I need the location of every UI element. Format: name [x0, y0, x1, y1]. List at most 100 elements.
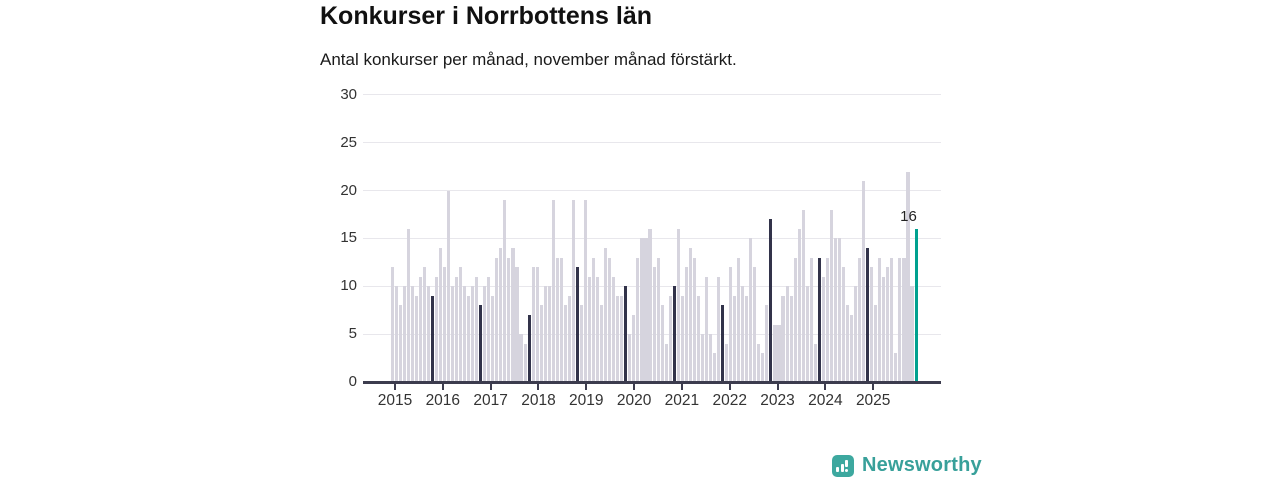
bar-2022-02: [733, 295, 737, 382]
bar-2021-02: [684, 267, 688, 382]
newsworthy-logo-icon: [832, 454, 854, 477]
bar-2017-04: [499, 248, 503, 382]
bar-2019-08: [612, 276, 616, 382]
bar-2018-01: [535, 267, 539, 382]
bar-2022-09: [761, 353, 765, 382]
bar-2016-05: [454, 276, 459, 382]
gridline: [363, 94, 941, 96]
bar-2018-06: [555, 257, 559, 382]
bar-2017-09: [519, 334, 523, 382]
x-axis-tick: [824, 384, 827, 390]
bar-2015-03: [398, 305, 402, 382]
bar-2018-02: [539, 305, 543, 382]
bar-2019-01: [583, 200, 588, 382]
bar-2020-09: [664, 343, 668, 382]
bar-2023-11: [817, 257, 821, 382]
bar-2025-09: [906, 171, 910, 382]
gridline: [363, 285, 941, 287]
bar-2018-11: [575, 267, 579, 382]
y-axis-tick-label: 5: [348, 325, 357, 343]
bar-2019-07: [608, 257, 612, 382]
bar-2017-06: [507, 257, 511, 382]
bar-2022-03: [737, 257, 741, 382]
bar-2023-09: [809, 257, 813, 382]
bar-2024-01: [825, 257, 829, 382]
bar-2023-05: [793, 257, 797, 382]
bar-2020-03: [640, 238, 644, 382]
bar-2019-04: [596, 276, 600, 382]
bar-2021-03: [688, 248, 692, 382]
bar-2016-09: [471, 286, 475, 382]
y-axis-tick-label: 10: [340, 277, 357, 295]
gridline: [363, 237, 941, 239]
bar-2025-02: [878, 257, 882, 382]
bar-2023-07: [801, 209, 805, 382]
bar-2018-09: [567, 295, 571, 382]
y-axis-tick-label: 0: [348, 373, 357, 390]
bar-2016-12: [483, 286, 487, 382]
bar-2023-12: [821, 276, 825, 382]
bar-2019-02: [588, 276, 592, 382]
bar-2017-12: [531, 267, 535, 382]
bar-2025-08: [902, 257, 906, 382]
current-value-label: 16: [900, 207, 917, 225]
x-axis-tick-label: 2024: [808, 392, 843, 409]
bar-2024-11: [866, 248, 870, 382]
bar-2019-05: [600, 305, 604, 382]
bar-2020-05: [648, 228, 652, 382]
bar-2018-04: [547, 286, 551, 382]
bar-2020-08: [660, 305, 664, 382]
bar-2024-05: [841, 267, 846, 382]
x-axis-tick-label: 2017: [473, 392, 508, 409]
x-axis-tick: [394, 384, 396, 390]
bar-2016-06: [459, 267, 463, 382]
bar-2017-07: [511, 248, 515, 382]
bar-2021-01: [680, 295, 684, 382]
x-axis-tick-label: 2019: [569, 392, 604, 409]
bar-2024-08: [854, 286, 858, 382]
bar-2016-11: [479, 305, 483, 382]
bar-2019-11: [624, 286, 628, 382]
bar-2020-06: [652, 267, 656, 382]
bar-2022-12: [773, 324, 777, 382]
x-axis-tick-label: 2015: [377, 392, 413, 409]
x-axis-tick-label: 2025: [855, 392, 891, 409]
bar-2016-10: [475, 276, 479, 382]
bar-2015-12: [434, 276, 438, 382]
y-axis-tick-label: 25: [340, 133, 357, 151]
bar-2021-07: [704, 276, 708, 382]
bar-2017-01: [487, 276, 491, 382]
newsworthy-logo[interactable]: Newsworthy: [832, 454, 982, 477]
bar-2015-04: [402, 286, 406, 382]
bar-2018-10: [571, 200, 575, 382]
bar-2025-07: [898, 257, 902, 382]
bar-2022-05: [745, 295, 749, 382]
bar-2020-11: [672, 286, 676, 382]
y-axis-tick-label: 15: [340, 229, 357, 247]
bar-2019-10: [620, 295, 624, 382]
bar-2017-05: [503, 200, 507, 382]
newsworthy-logo-text: Newsworthy: [862, 454, 982, 476]
x-axis-tick-label: 2023: [760, 392, 795, 409]
bar-2023-01: [777, 324, 781, 382]
bar-2015-08: [418, 276, 422, 382]
bar-2022-01: [729, 267, 733, 382]
bar-2021-09: [712, 353, 717, 382]
bar-2015-07: [414, 295, 418, 382]
bar-2022-08: [757, 343, 761, 382]
bar-2016-07: [463, 286, 467, 382]
x-axis-tick-label: 2016: [425, 392, 461, 409]
bar-2025-06: [894, 353, 898, 382]
bar-2019-03: [592, 257, 596, 382]
bar-2016-08: [467, 295, 471, 382]
gridline: [363, 190, 941, 192]
bar-2019-06: [604, 248, 608, 382]
bar-2022-07: [753, 267, 757, 382]
bar-2024-02: [829, 209, 833, 382]
y-axis-tick-label: 30: [340, 85, 357, 103]
x-axis-tick: [776, 384, 779, 390]
bar-2025-03: [882, 276, 886, 382]
bar-2017-11: [527, 315, 531, 382]
bar-2018-12: [579, 305, 584, 382]
